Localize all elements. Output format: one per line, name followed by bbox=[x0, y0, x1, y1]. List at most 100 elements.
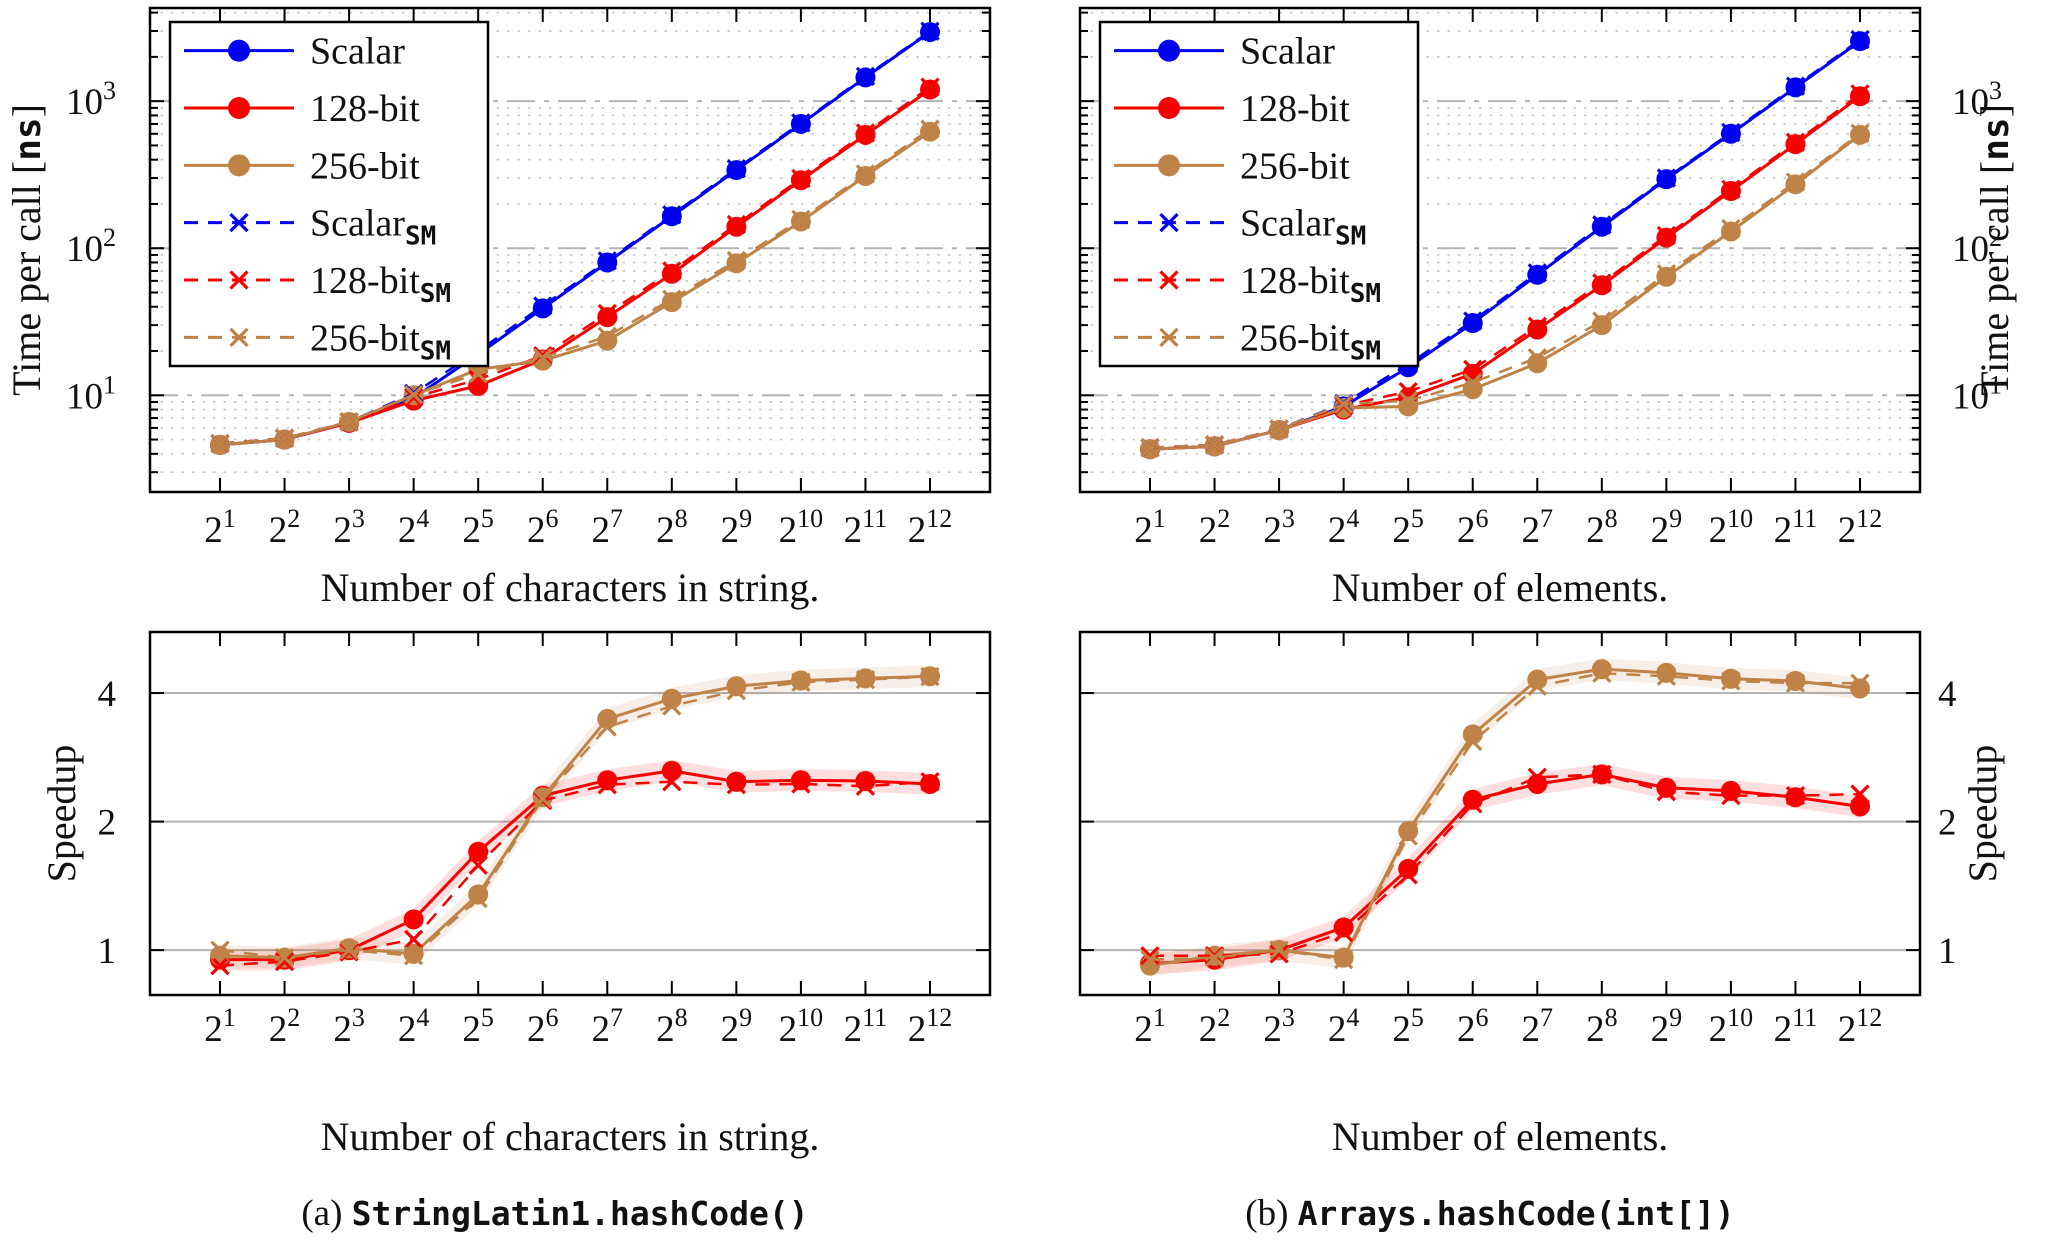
svg-text:25: 25 bbox=[462, 504, 494, 551]
x-tick-labels: 21 22 23 24 25 26 27 28 29 210 211 212 bbox=[1134, 1003, 1882, 1050]
legend-entry-128-bitSM: 128-bitSM bbox=[184, 260, 451, 309]
series-256-bit-SM bbox=[210, 667, 940, 968]
svg-text:27: 27 bbox=[592, 1003, 624, 1050]
svg-text:211: 211 bbox=[844, 504, 888, 551]
gridlines bbox=[1080, 692, 1920, 952]
svg-text:212: 212 bbox=[908, 1003, 953, 1050]
legend-entry-256-bit: 256-bit bbox=[1114, 145, 1350, 187]
legend: Scalar 128-bit 256-bit ScalarSM 128-bitSM 256… bbox=[168, 20, 490, 368]
confidence-band-256-bit bbox=[220, 665, 930, 969]
svg-text:27: 27 bbox=[1522, 1003, 1554, 1050]
svg-text:256-bitSM: 256-bitSM bbox=[310, 317, 451, 366]
svg-text:102: 102 bbox=[66, 223, 116, 270]
svg-text:103: 103 bbox=[66, 76, 116, 123]
svg-text:128-bit: 128-bit bbox=[310, 88, 420, 130]
svg-text:23: 23 bbox=[1263, 504, 1295, 551]
svg-text:21: 21 bbox=[204, 504, 236, 551]
svg-text:22: 22 bbox=[1199, 504, 1231, 551]
svg-text:103: 103 bbox=[1952, 76, 2002, 123]
gridlines bbox=[1080, 11, 1920, 474]
chart-time-per-call-string: 21 22 23 24 25 26 27 28 29 210 211 212 101 102 103 Numb… bbox=[4, 6, 992, 610]
svg-text:256-bitSM: 256-bitSM bbox=[1240, 317, 1381, 366]
svg-text:101: 101 bbox=[1952, 370, 2002, 417]
svg-text:Scalar: Scalar bbox=[310, 31, 405, 73]
series-256-bit bbox=[210, 666, 940, 968]
svg-text:26: 26 bbox=[1457, 1003, 1489, 1050]
caption-a-prefix: (a) bbox=[301, 1193, 343, 1234]
svg-text:211: 211 bbox=[1774, 504, 1818, 551]
svg-text:211: 211 bbox=[844, 1003, 888, 1050]
legend-entry-256-bit: 256-bit bbox=[184, 145, 420, 187]
svg-text:210: 210 bbox=[1709, 504, 1754, 551]
svg-text:22: 22 bbox=[1199, 1003, 1231, 1050]
legend-entry-128-bit: 128-bit bbox=[1114, 88, 1350, 130]
legend-entry-256-bitSM: 256-bitSM bbox=[184, 317, 451, 366]
svg-text:28: 28 bbox=[1586, 504, 1618, 551]
y-axis-title: Time per call [ns] bbox=[1972, 104, 2017, 396]
svg-text:25: 25 bbox=[1392, 1003, 1424, 1050]
svg-text:210: 210 bbox=[779, 504, 824, 551]
axis-ticks bbox=[150, 632, 990, 995]
svg-text:22: 22 bbox=[269, 504, 301, 551]
svg-text:256-bit: 256-bit bbox=[1240, 145, 1350, 187]
svg-text:26: 26 bbox=[527, 504, 559, 551]
svg-text:21: 21 bbox=[1134, 1003, 1166, 1050]
caption-b: (b) Arrays.hashCode(int[]) bbox=[1140, 1192, 1840, 1235]
gridlines bbox=[150, 692, 990, 952]
y-tick-labels: 1 2 4 bbox=[1938, 674, 1957, 972]
svg-text:ScalarSM: ScalarSM bbox=[1240, 203, 1366, 252]
svg-text:1: 1 bbox=[1938, 931, 1957, 972]
svg-text:128-bitSM: 128-bitSM bbox=[310, 260, 451, 309]
x-tick-labels: 21 22 23 24 25 26 27 28 29 210 211 212 bbox=[204, 504, 952, 551]
caption-a: (a) StringLatin1.hashCode() bbox=[205, 1192, 905, 1235]
svg-text:ScalarSM: ScalarSM bbox=[310, 203, 436, 252]
svg-text:28: 28 bbox=[656, 504, 688, 551]
legend: Scalar 128-bit 256-bit ScalarSM 128-bitSM 256… bbox=[1098, 20, 1420, 368]
svg-text:210: 210 bbox=[779, 1003, 824, 1050]
svg-text:212: 212 bbox=[1838, 1003, 1883, 1050]
svg-text:29: 29 bbox=[1651, 504, 1683, 551]
x-tick-labels: 21 22 23 24 25 26 27 28 29 210 211 212 bbox=[204, 1003, 952, 1050]
x-axis-title: Number of elements. bbox=[1332, 1114, 1669, 1159]
svg-text:25: 25 bbox=[462, 1003, 494, 1050]
confidence-band-128-bit bbox=[220, 760, 930, 971]
y-tick-labels: 101 102 103 bbox=[1952, 76, 2002, 417]
axis-ticks bbox=[150, 8, 990, 492]
svg-text:210: 210 bbox=[1709, 1003, 1754, 1050]
svg-text:128-bitSM: 128-bitSM bbox=[1240, 260, 1381, 309]
svg-text:27: 27 bbox=[1522, 504, 1554, 551]
legend-entry-Scalar: Scalar bbox=[184, 31, 405, 73]
gridlines bbox=[150, 11, 990, 474]
plot-border bbox=[148, 6, 992, 494]
svg-text:29: 29 bbox=[1651, 1003, 1683, 1050]
plot-border bbox=[1078, 630, 1922, 997]
svg-text:22: 22 bbox=[269, 1003, 301, 1050]
axis-ticks bbox=[1080, 632, 1920, 995]
legend-entry-ScalarSM: ScalarSM bbox=[1114, 203, 1366, 252]
svg-text:24: 24 bbox=[1328, 1003, 1360, 1050]
x-axis-title: Number of elements. bbox=[1332, 565, 1669, 610]
svg-text:2: 2 bbox=[98, 803, 117, 844]
svg-text:24: 24 bbox=[398, 1003, 430, 1050]
svg-text:24: 24 bbox=[1328, 504, 1360, 551]
svg-text:27: 27 bbox=[592, 504, 624, 551]
y-tick-labels: 1 2 4 bbox=[98, 674, 117, 972]
svg-text:28: 28 bbox=[656, 1003, 688, 1050]
svg-text:2: 2 bbox=[1938, 803, 1957, 844]
svg-text:21: 21 bbox=[204, 1003, 236, 1050]
legend-entry-ScalarSM: ScalarSM bbox=[184, 203, 436, 252]
series-256-bit-SM bbox=[210, 119, 940, 454]
x-tick-labels: 21 22 23 24 25 26 27 28 29 210 211 212 bbox=[1134, 504, 1882, 551]
caption-a-code: StringLatin1.hashCode() bbox=[351, 1194, 809, 1233]
x-axis-title: Number of characters in string. bbox=[321, 565, 820, 610]
series-256-bit-SM bbox=[1140, 123, 1870, 458]
svg-text:212: 212 bbox=[908, 504, 953, 551]
chart-time-per-call-elements: 21 22 23 24 25 26 27 28 29 210 211 212 101 102 103 Numb… bbox=[1078, 6, 2017, 610]
legend-entry-Scalar: Scalar bbox=[1114, 31, 1335, 73]
series-256-bit-SM bbox=[1140, 663, 1870, 970]
svg-text:23: 23 bbox=[1263, 1003, 1295, 1050]
axis-ticks bbox=[1080, 8, 1920, 492]
